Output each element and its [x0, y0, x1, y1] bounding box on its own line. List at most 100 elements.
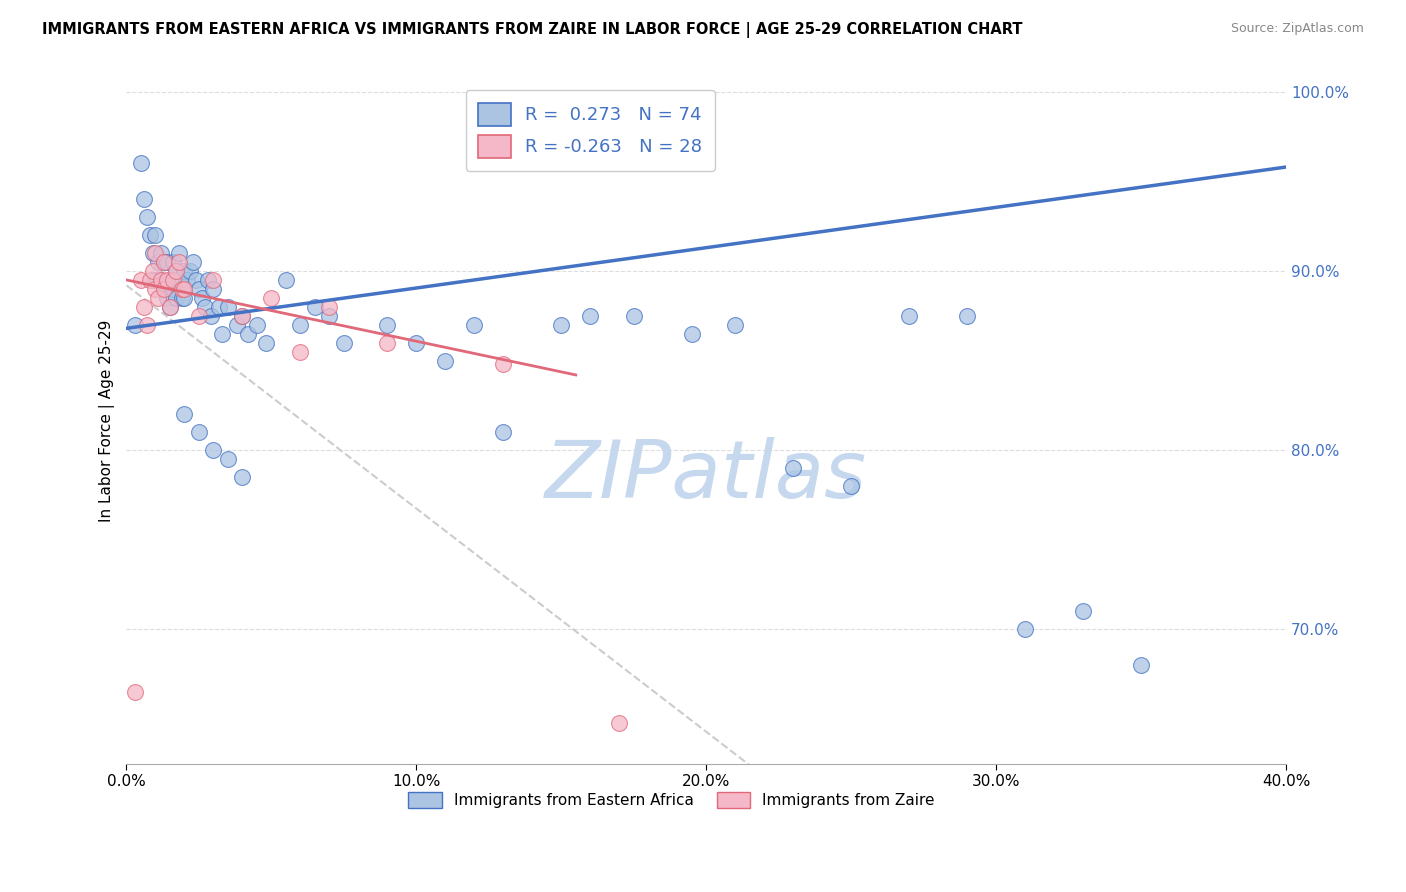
Point [191, 291, 214, 305]
Text: ZIPatlas: ZIPatlas [546, 436, 868, 515]
Point [124, 685, 146, 699]
Point [153, 282, 176, 296]
Point [135, 211, 157, 225]
Point [217, 300, 239, 314]
Point [135, 318, 157, 332]
Point [145, 228, 167, 243]
Point [217, 452, 239, 467]
Point [290, 344, 312, 359]
Point [681, 326, 703, 341]
Point [434, 353, 457, 368]
Point [165, 291, 187, 305]
Point [463, 318, 485, 332]
Point [165, 264, 187, 278]
Point [156, 255, 179, 269]
Point [187, 425, 209, 440]
Point [184, 273, 207, 287]
Text: IMMIGRANTS FROM EASTERN AFRICA VS IMMIGRANTS FROM ZAIRE IN LABOR FORCE | AGE 25-: IMMIGRANTS FROM EASTERN AFRICA VS IMMIGR… [42, 22, 1022, 38]
Point [260, 291, 283, 305]
Point [142, 246, 165, 260]
Point [225, 318, 247, 332]
Point [202, 282, 225, 296]
Point [231, 309, 253, 323]
Point [1071, 605, 1094, 619]
Point [724, 318, 747, 332]
Point [200, 309, 222, 323]
Point [956, 309, 979, 323]
Point [607, 715, 630, 730]
Point [304, 300, 326, 314]
Point [231, 470, 253, 484]
Point [187, 309, 209, 323]
Point [197, 273, 219, 287]
Point [179, 264, 201, 278]
Point [159, 300, 181, 314]
Point [181, 255, 204, 269]
Point [1130, 658, 1153, 673]
Point [173, 408, 195, 422]
Point [492, 357, 515, 371]
Point [1014, 623, 1036, 637]
Point [132, 300, 155, 314]
Point [142, 264, 165, 278]
Point [202, 273, 225, 287]
Point [129, 156, 152, 170]
Point [145, 273, 167, 287]
Point [318, 309, 340, 323]
Point [377, 335, 399, 350]
Point [238, 326, 260, 341]
Point [623, 309, 645, 323]
Point [167, 273, 190, 287]
Point [211, 326, 233, 341]
Point [898, 309, 921, 323]
Point [492, 425, 515, 440]
Point [550, 318, 572, 332]
Point [254, 335, 277, 350]
Point [839, 479, 862, 493]
Point [170, 291, 193, 305]
Point [129, 273, 152, 287]
Point [150, 246, 173, 260]
Point [148, 255, 170, 269]
Point [333, 335, 356, 350]
Point [173, 282, 195, 296]
Point [187, 282, 209, 296]
Point [153, 282, 176, 296]
Point [579, 309, 602, 323]
Point [318, 300, 340, 314]
Y-axis label: In Labor Force | Age 25-29: In Labor Force | Age 25-29 [100, 319, 115, 522]
Point [167, 246, 190, 260]
Point [194, 300, 217, 314]
Point [150, 273, 173, 287]
Point [138, 273, 160, 287]
Point [165, 264, 187, 278]
Point [148, 291, 170, 305]
Point [170, 282, 193, 296]
Point [290, 318, 312, 332]
Point [405, 335, 427, 350]
Point [153, 255, 176, 269]
Point [145, 246, 167, 260]
Point [246, 318, 269, 332]
Point [202, 443, 225, 458]
Point [176, 273, 198, 287]
Point [145, 282, 167, 296]
Legend: Immigrants from Eastern Africa, Immigrants from Zaire: Immigrants from Eastern Africa, Immigran… [402, 786, 941, 814]
Point [162, 255, 184, 269]
Point [208, 300, 231, 314]
Point [782, 461, 804, 475]
Point [153, 255, 176, 269]
Point [124, 318, 146, 332]
Text: Source: ZipAtlas.com: Source: ZipAtlas.com [1230, 22, 1364, 36]
Point [132, 192, 155, 206]
Point [173, 264, 195, 278]
Point [173, 291, 195, 305]
Point [162, 282, 184, 296]
Point [231, 309, 253, 323]
Point [138, 228, 160, 243]
Point [162, 273, 184, 287]
Point [159, 273, 181, 287]
Point [159, 300, 181, 314]
Point [150, 273, 173, 287]
Point [377, 318, 399, 332]
